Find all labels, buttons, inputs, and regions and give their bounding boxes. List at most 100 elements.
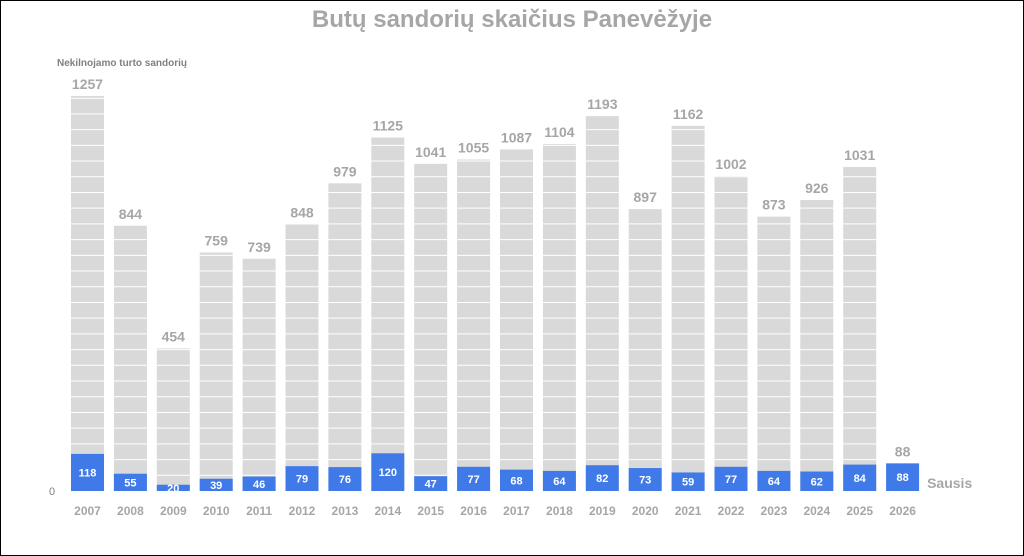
january-value-label: 73 (639, 475, 651, 487)
x-tick-label: 2024 (803, 504, 830, 518)
bar-total (242, 258, 276, 491)
bar-january (113, 473, 147, 491)
total-value-label: 88 (895, 443, 911, 459)
y-tick-label: 0 (49, 486, 55, 498)
x-tick-label: 2014 (374, 504, 401, 518)
bar-january (199, 478, 233, 491)
total-value-label: 1162 (673, 106, 704, 122)
january-value-label: 77 (725, 474, 737, 486)
total-value-label: 1104 (544, 124, 575, 140)
total-value-label: 873 (762, 197, 786, 213)
bar-january (328, 467, 362, 491)
x-tick-label: 2015 (417, 504, 444, 518)
bar-total (585, 116, 619, 491)
series-annotation: Sausis (927, 475, 972, 491)
x-tick-label: 2018 (546, 504, 573, 518)
january-value-label: 68 (510, 475, 522, 487)
january-value-label: 79 (296, 474, 308, 486)
total-value-label: 1087 (501, 129, 532, 145)
x-tick-label: 2011 (246, 504, 272, 518)
total-value-label: 454 (162, 328, 186, 344)
january-value-label: 46 (253, 479, 265, 491)
bar-january (757, 470, 791, 491)
bar-january (628, 468, 662, 491)
total-value-label: 759 (205, 232, 229, 248)
bar-total (371, 137, 405, 491)
bar-january (156, 484, 190, 491)
bar-total (156, 348, 190, 491)
x-tick-label: 2010 (203, 504, 230, 518)
x-tick-label: 2017 (503, 504, 530, 518)
x-tick-label: 2012 (289, 504, 316, 518)
x-tick-label: 2019 (589, 504, 616, 518)
january-value-label: 47 (425, 479, 437, 491)
x-tick-label: 2008 (117, 504, 144, 518)
total-value-label: 1193 (587, 96, 618, 112)
x-tick-label: 2021 (675, 504, 702, 518)
chart-title: Butų sandorių skaičius Panevėžyje (311, 6, 713, 33)
bar-total (414, 163, 448, 491)
total-value-label: 1041 (415, 144, 446, 160)
total-value-label: 1257 (72, 76, 103, 92)
bar-january (542, 470, 576, 491)
january-value-label: 76 (339, 474, 351, 486)
x-tick-label: 2009 (160, 504, 187, 518)
bar-total (328, 183, 362, 491)
total-value-label: 848 (290, 205, 314, 221)
total-value-label: 739 (247, 239, 271, 255)
x-tick-label: 2022 (718, 504, 745, 518)
bar-total (457, 159, 491, 491)
january-value-label: 64 (553, 476, 566, 488)
january-value-label: 77 (467, 474, 479, 486)
bar-total (199, 252, 233, 491)
bar-total (113, 225, 147, 491)
january-value-label: 64 (768, 476, 781, 488)
bar-total (71, 96, 104, 491)
total-value-label: 1055 (458, 139, 489, 155)
january-value-label: 39 (210, 480, 222, 492)
x-tick-label: 2013 (332, 504, 359, 518)
x-tick-label: 2023 (761, 504, 788, 518)
total-value-label: 1125 (373, 117, 404, 133)
total-value-label: 897 (634, 189, 658, 205)
january-value-label: 20 (167, 483, 179, 495)
total-value-label: 1031 (844, 147, 875, 163)
x-tick-label: 2016 (460, 504, 487, 518)
bar-january (800, 471, 834, 491)
bar-total (843, 167, 877, 491)
bar-january (714, 466, 748, 491)
bar-january (242, 476, 276, 491)
total-value-label: 979 (333, 163, 357, 179)
x-tick-label: 2025 (846, 504, 873, 518)
total-value-label: 844 (119, 206, 143, 222)
january-value-label: 118 (79, 467, 97, 479)
y-axis-label: Nekilnojamo turto sandorių (57, 58, 188, 69)
bar-total (542, 144, 576, 491)
january-value-label: 55 (124, 477, 136, 489)
january-value-label: 84 (854, 473, 867, 485)
bar-january (71, 453, 104, 491)
bar-january (500, 469, 533, 491)
january-value-label: 120 (379, 467, 397, 479)
january-value-label: 59 (682, 477, 694, 489)
bar-january (671, 472, 705, 491)
bar-total (757, 216, 791, 491)
january-value-label: 88 (896, 472, 908, 484)
bar-total (800, 200, 834, 491)
x-tick-label: 2026 (889, 504, 916, 518)
bar-january (843, 464, 877, 491)
january-value-label: 62 (811, 476, 823, 488)
x-tick-label: 2020 (632, 504, 659, 518)
bar-total (671, 125, 705, 492)
bar-total (285, 224, 319, 491)
total-value-label: 926 (805, 180, 829, 196)
bar-january (457, 466, 491, 491)
x-tick-label: 2007 (74, 504, 101, 518)
bar-january (585, 465, 619, 491)
bar-january (414, 476, 448, 491)
bar-january (886, 463, 920, 491)
bar-total (500, 149, 533, 491)
bar-january (285, 466, 319, 491)
bar-january (371, 453, 405, 491)
